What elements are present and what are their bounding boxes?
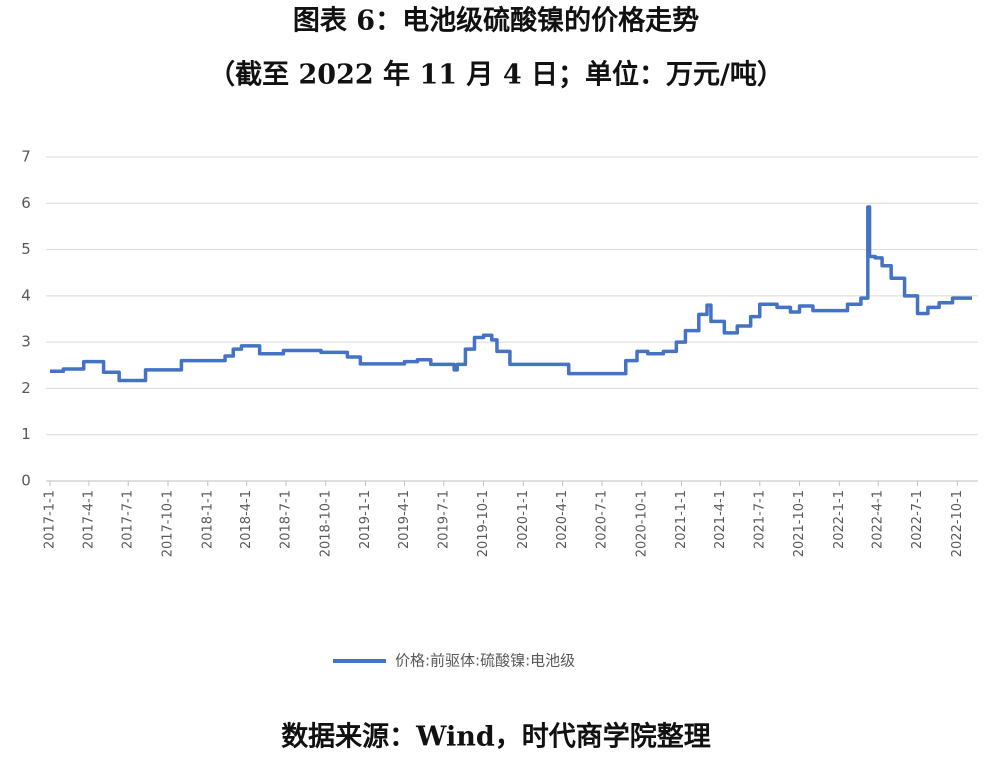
y-tick-label: 0: [21, 472, 31, 490]
x-tick-label: 2017-7-1: [121, 490, 136, 549]
legend-label: 价格:前驱体:硫酸镍:电池级: [395, 652, 575, 670]
x-tick-label: 2021-4-1: [713, 490, 728, 549]
y-tick-label: 2: [21, 379, 31, 397]
x-tick-label: 2020-1-1: [516, 490, 531, 549]
y-tick-label: 1: [21, 425, 31, 443]
y-tick-label: 7: [21, 148, 31, 166]
x-tick-label: 2022-10-1: [950, 490, 965, 557]
x-tick-label: 2019-4-1: [397, 490, 412, 549]
x-tick-label: 2022-7-1: [910, 490, 925, 549]
x-tick-label: 2017-10-1: [161, 490, 176, 557]
x-tick-label: 2017-4-1: [81, 490, 96, 549]
x-tick-label: 2018-7-1: [279, 490, 294, 549]
source: 数据来源：Wind，时代商学院整理: [281, 721, 711, 753]
y-tick-label: 5: [21, 240, 31, 258]
x-tick-label: 2020-10-1: [634, 490, 649, 557]
chart-title: 图表 6：电池级硫酸镍的价格走势: [293, 5, 699, 37]
x-tick-label: 2021-1-1: [674, 490, 689, 549]
x-tick-label: 2017-1-1: [43, 490, 58, 549]
y-tick-label: 3: [21, 333, 31, 351]
x-tick-label: 2021-10-1: [792, 490, 807, 557]
y-tick-label: 4: [21, 286, 31, 304]
x-tick-label: 2018-1-1: [200, 490, 215, 549]
x-tick-label: 2019-10-1: [476, 490, 491, 557]
x-tick-label: 2020-7-1: [594, 490, 609, 549]
x-tick-label: 2022-4-1: [871, 490, 886, 549]
x-tick-label: 2021-7-1: [752, 490, 767, 549]
x-tick-label: 2019-1-1: [358, 490, 373, 549]
x-tick-label: 2019-7-1: [436, 490, 451, 549]
y-tick-label: 6: [21, 194, 31, 212]
x-tick-label: 2022-1-1: [832, 490, 847, 549]
chart-subtitle: （截至 2022 年 11 月 4 日；单位：万元/吨）: [208, 59, 784, 91]
x-tick-label: 2018-10-1: [318, 490, 333, 557]
x-tick-label: 2020-4-1: [555, 490, 570, 549]
line: [50, 205, 972, 383]
x-tick-label: 2018-4-1: [239, 490, 254, 549]
